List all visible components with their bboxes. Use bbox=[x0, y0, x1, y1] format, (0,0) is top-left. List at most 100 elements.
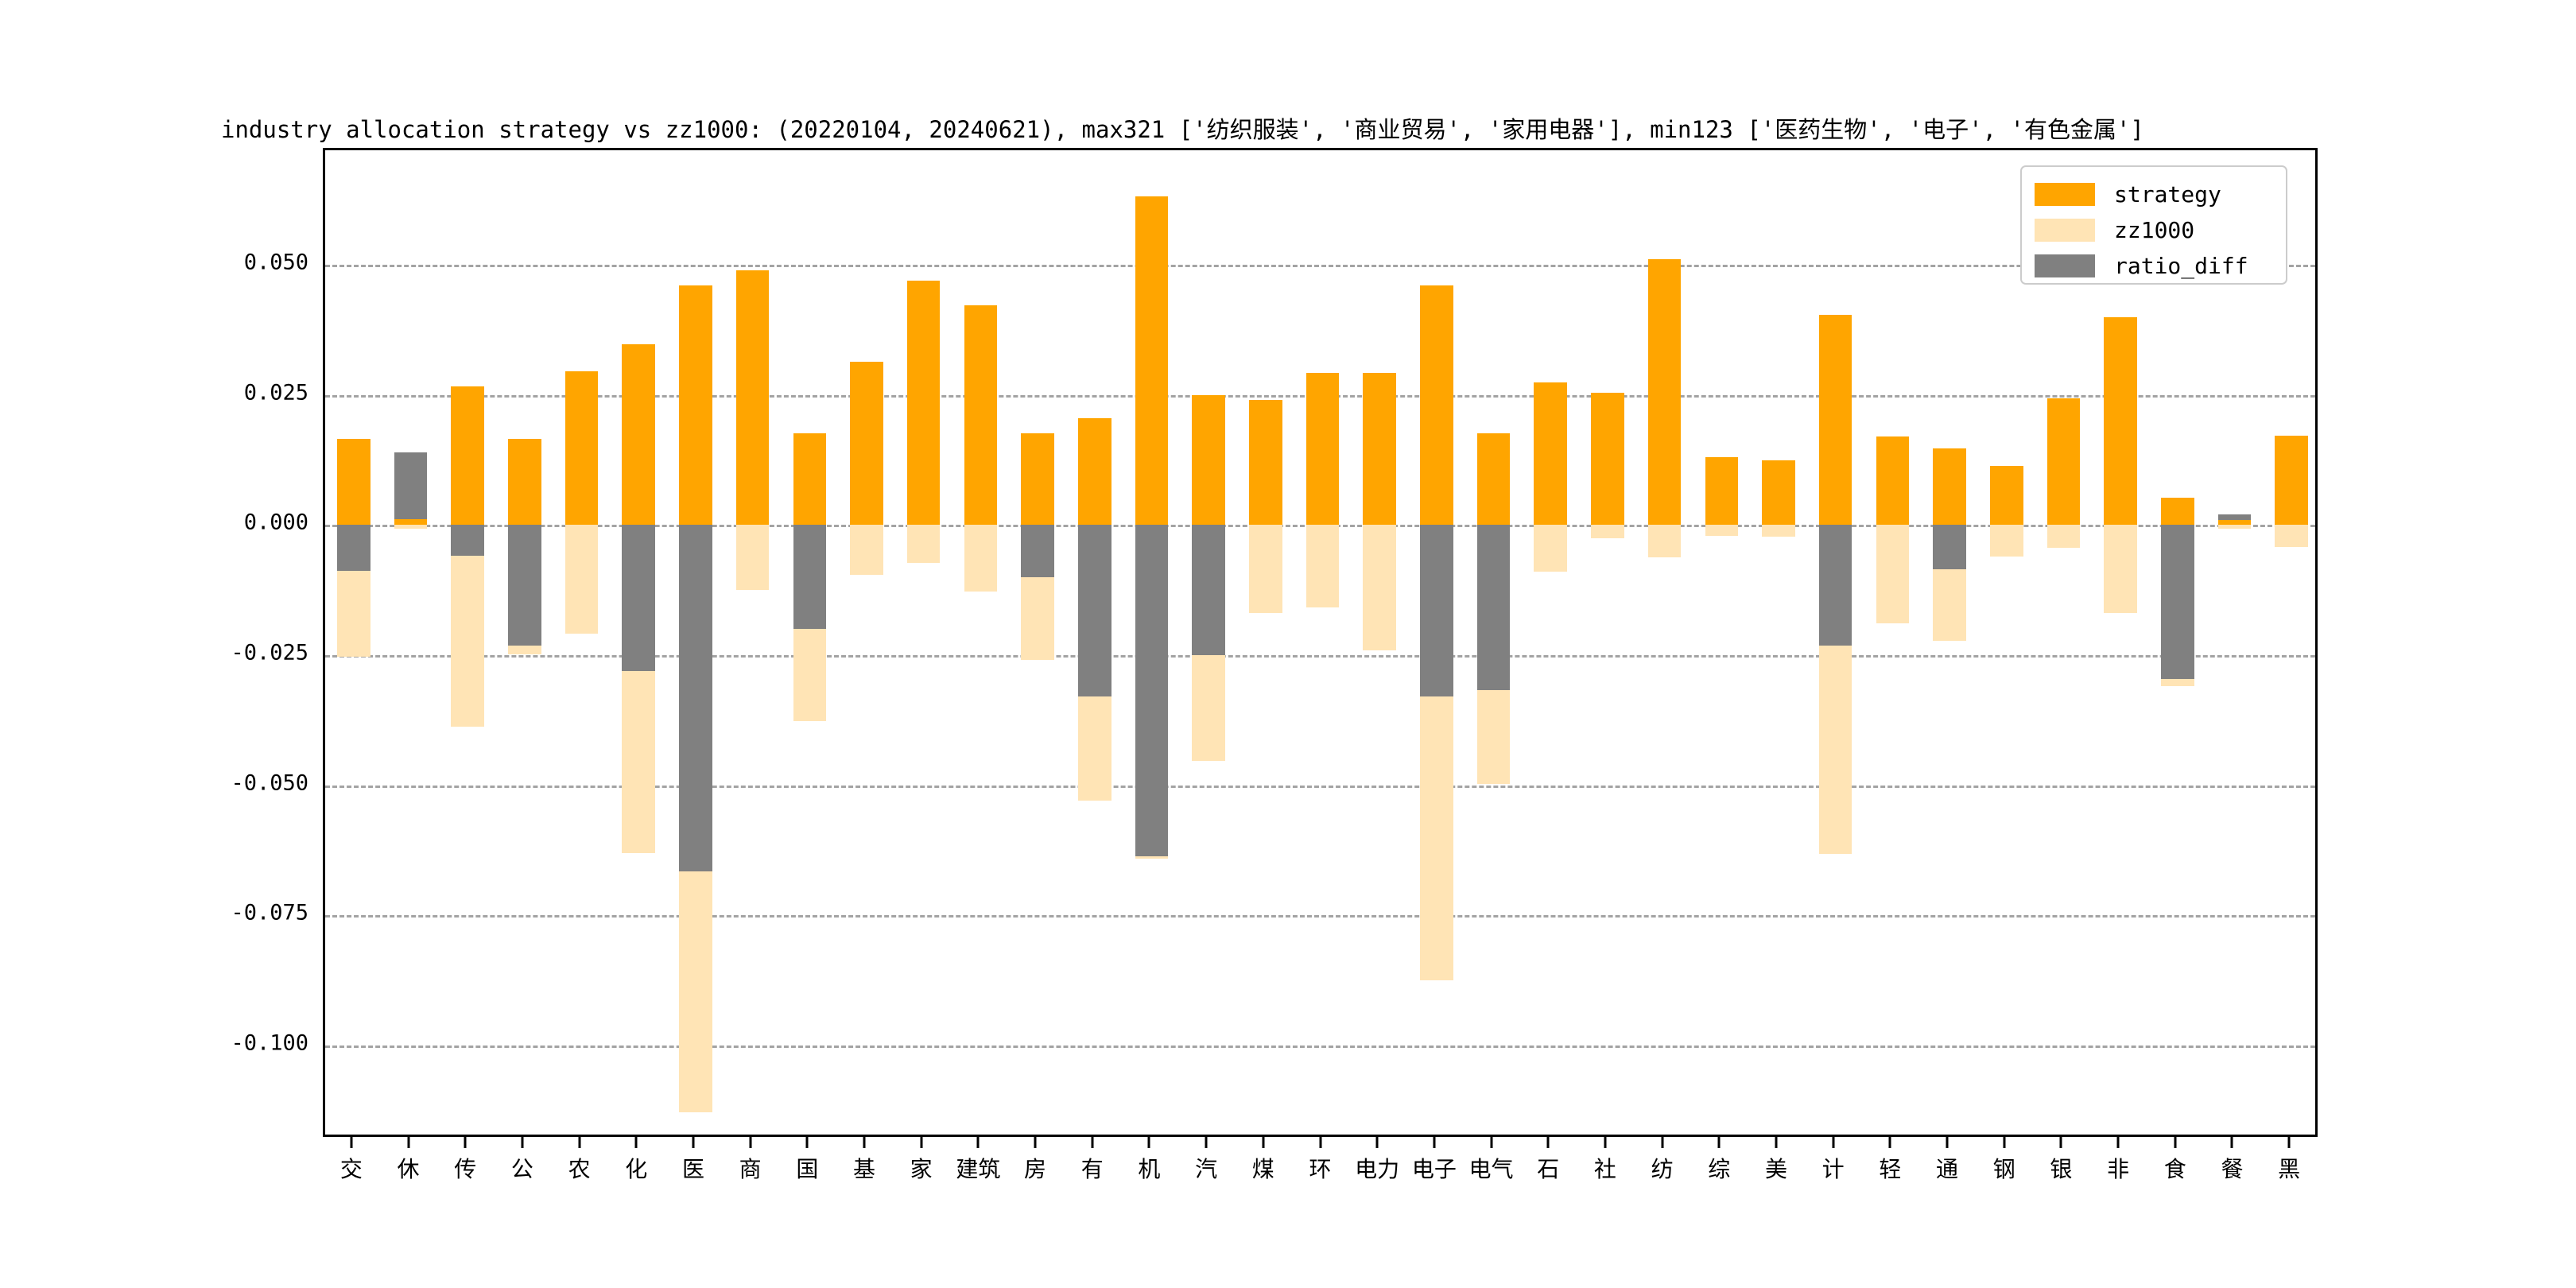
legend-item[interactable]: strategy bbox=[2035, 178, 2273, 210]
bar-segment-strategy[interactable] bbox=[2275, 436, 2308, 526]
bar-segment-strategy[interactable] bbox=[1021, 433, 1054, 526]
bar-segment-zz1000[interactable] bbox=[735, 525, 770, 591]
bar-group[interactable] bbox=[735, 150, 770, 1135]
bar-segment-ratio_diff[interactable] bbox=[1021, 525, 1054, 577]
bar-group[interactable] bbox=[1476, 150, 1511, 1135]
bar-segment-zz1000[interactable] bbox=[2217, 525, 2252, 529]
bar-segment-strategy[interactable] bbox=[1363, 373, 1396, 526]
bar-group[interactable] bbox=[679, 150, 712, 1135]
bar-segment-strategy[interactable] bbox=[1135, 196, 1169, 526]
bar-group[interactable] bbox=[1647, 150, 1682, 1135]
bar-group[interactable] bbox=[1705, 150, 1739, 1135]
bar-segment-strategy[interactable] bbox=[1077, 418, 1111, 526]
bar-segment-ratio_diff[interactable] bbox=[2160, 525, 2194, 679]
bar-segment-ratio_diff[interactable] bbox=[1476, 525, 1511, 690]
bar-group[interactable] bbox=[964, 150, 998, 1135]
bar-segment-zz1000[interactable] bbox=[850, 525, 883, 576]
bar-segment-zz1000[interactable] bbox=[1363, 525, 1396, 650]
bar-segment-strategy[interactable] bbox=[1591, 393, 1624, 526]
bar-segment-zz1000[interactable] bbox=[1705, 525, 1739, 537]
bar-group[interactable] bbox=[793, 150, 827, 1135]
bar-group[interactable] bbox=[850, 150, 883, 1135]
bar-group[interactable] bbox=[2104, 150, 2137, 1135]
bar-segment-zz1000[interactable] bbox=[1762, 525, 1795, 537]
bar-segment-strategy[interactable] bbox=[564, 371, 599, 526]
bar-group[interactable] bbox=[2046, 150, 2081, 1135]
bar-group[interactable] bbox=[1249, 150, 1282, 1135]
bar-segment-zz1000[interactable] bbox=[2046, 525, 2081, 548]
bar-segment-ratio_diff[interactable] bbox=[337, 525, 370, 572]
bar-segment-strategy[interactable] bbox=[1647, 258, 1682, 526]
bar-segment-strategy[interactable] bbox=[1192, 395, 1225, 526]
bar-segment-zz1000[interactable] bbox=[1534, 525, 1568, 572]
bar-group[interactable] bbox=[906, 150, 941, 1135]
bar-segment-zz1000[interactable] bbox=[1989, 525, 2023, 557]
bar-group[interactable] bbox=[2160, 150, 2194, 1135]
bar-segment-zz1000[interactable] bbox=[1647, 525, 1682, 557]
bar-segment-zz1000[interactable] bbox=[964, 525, 998, 592]
bar-segment-strategy[interactable] bbox=[2046, 398, 2081, 526]
bar-segment-strategy[interactable] bbox=[964, 305, 998, 526]
bar-segment-ratio_diff[interactable] bbox=[508, 525, 541, 646]
bar-segment-zz1000[interactable] bbox=[1876, 525, 1910, 624]
bar-segment-ratio_diff[interactable] bbox=[1933, 525, 1966, 570]
bar-group[interactable] bbox=[1591, 150, 1624, 1135]
bar-group[interactable] bbox=[1192, 150, 1225, 1135]
bar-segment-strategy[interactable] bbox=[1989, 466, 2023, 526]
bar-segment-strategy[interactable] bbox=[735, 270, 770, 526]
bar-segment-ratio_diff[interactable] bbox=[451, 525, 484, 557]
bar-group[interactable] bbox=[1135, 150, 1169, 1135]
bar-group[interactable] bbox=[1305, 150, 1340, 1135]
bar-group[interactable] bbox=[1818, 150, 1852, 1135]
bar-segment-zz1000[interactable] bbox=[2275, 525, 2308, 547]
bar-segment-ratio_diff[interactable] bbox=[394, 452, 428, 526]
bar-segment-strategy[interactable] bbox=[906, 280, 941, 526]
bar-segment-strategy[interactable] bbox=[337, 439, 370, 526]
bar-segment-zz1000[interactable] bbox=[1591, 525, 1624, 539]
bar-segment-ratio_diff[interactable] bbox=[1192, 525, 1225, 656]
bar-group[interactable] bbox=[1420, 150, 1453, 1135]
bar-group[interactable] bbox=[1534, 150, 1568, 1135]
legend-item[interactable]: ratio_diff bbox=[2035, 250, 2273, 281]
bar-segment-ratio_diff[interactable] bbox=[793, 525, 827, 630]
bar-segment-ratio_diff[interactable] bbox=[1135, 525, 1169, 857]
bar-group[interactable] bbox=[1876, 150, 1910, 1135]
bar-segment-ratio_diff[interactable] bbox=[1420, 525, 1453, 697]
bar-segment-strategy[interactable] bbox=[394, 518, 428, 526]
bar-segment-zz1000[interactable] bbox=[451, 525, 484, 727]
bar-segment-strategy[interactable] bbox=[2160, 497, 2194, 526]
bar-segment-strategy[interactable] bbox=[1534, 382, 1568, 526]
bar-group[interactable] bbox=[2275, 150, 2308, 1135]
bar-group[interactable] bbox=[2217, 150, 2252, 1135]
bar-segment-zz1000[interactable] bbox=[394, 525, 428, 529]
bar-group[interactable] bbox=[622, 150, 656, 1135]
bar-segment-strategy[interactable] bbox=[1476, 433, 1511, 526]
bar-group[interactable] bbox=[1762, 150, 1795, 1135]
legend-item[interactable]: zz1000 bbox=[2035, 214, 2273, 246]
bar-group[interactable] bbox=[1989, 150, 2023, 1135]
bar-segment-strategy[interactable] bbox=[679, 285, 712, 526]
bar-segment-strategy[interactable] bbox=[1420, 285, 1453, 526]
bar-segment-strategy[interactable] bbox=[850, 362, 883, 526]
bar-segment-strategy[interactable] bbox=[1933, 448, 1966, 526]
bar-group[interactable] bbox=[394, 150, 428, 1135]
bar-segment-strategy[interactable] bbox=[793, 433, 827, 526]
bar-segment-ratio_diff[interactable] bbox=[1077, 525, 1111, 697]
bar-segment-strategy[interactable] bbox=[622, 343, 656, 526]
bar-group[interactable] bbox=[1933, 150, 1966, 1135]
bar-segment-strategy[interactable] bbox=[1249, 400, 1282, 526]
bar-group[interactable] bbox=[451, 150, 484, 1135]
bar-group[interactable] bbox=[1077, 150, 1111, 1135]
bar-group[interactable] bbox=[1363, 150, 1396, 1135]
bar-segment-ratio_diff[interactable] bbox=[622, 525, 656, 672]
bar-segment-zz1000[interactable] bbox=[564, 525, 599, 634]
bar-group[interactable] bbox=[337, 150, 370, 1135]
bar-segment-zz1000[interactable] bbox=[906, 525, 941, 563]
bar-segment-ratio_diff[interactable] bbox=[679, 525, 712, 872]
bar-group[interactable] bbox=[508, 150, 541, 1135]
bar-segment-strategy[interactable] bbox=[1818, 314, 1852, 526]
bar-segment-zz1000[interactable] bbox=[2104, 525, 2137, 614]
bar-segment-strategy[interactable] bbox=[1705, 457, 1739, 526]
bar-segment-strategy[interactable] bbox=[451, 386, 484, 526]
bar-segment-strategy[interactable] bbox=[508, 439, 541, 526]
